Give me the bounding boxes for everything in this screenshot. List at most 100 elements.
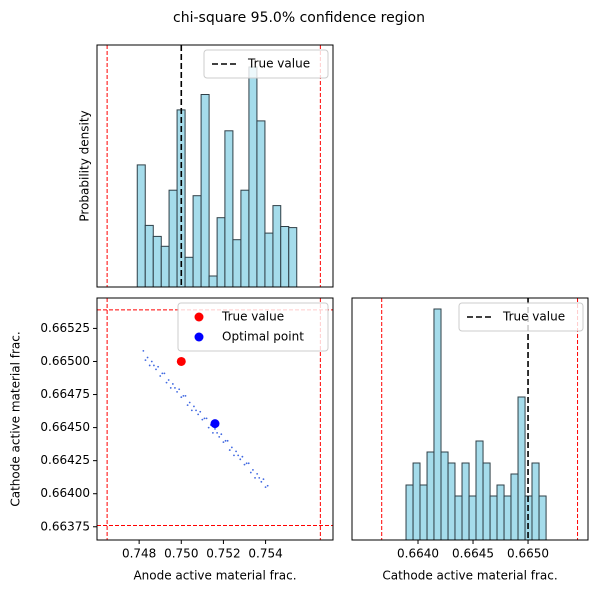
y-tick-label: 0.66400 <box>40 486 90 500</box>
figure-title: chi-square 95.0% confidence region <box>173 10 425 26</box>
y-tick-label: 0.66475 <box>40 387 90 401</box>
legend: True value <box>203 49 329 79</box>
histogram-bar <box>433 308 442 541</box>
cloud-point <box>262 478 265 481</box>
histogram-bar <box>538 495 547 541</box>
cloud-point <box>214 428 216 430</box>
histogram-bar <box>200 94 210 288</box>
x-axis-label: Cathode active material frac. <box>382 569 557 583</box>
cloud-point <box>230 446 233 449</box>
histogram-bar <box>136 164 146 288</box>
cloud-point <box>150 360 153 363</box>
cloud-point <box>203 417 206 420</box>
legend-box <box>458 302 584 332</box>
histogram-bar <box>412 462 421 541</box>
cloud-point <box>235 450 237 453</box>
marker <box>176 356 186 366</box>
cloud-point <box>188 401 191 404</box>
cloud-point <box>207 426 210 429</box>
cloud-point <box>258 476 261 479</box>
legend-swatch <box>194 332 204 342</box>
histogram-bar <box>216 217 226 288</box>
cloud-point <box>144 359 147 362</box>
histogram-bar <box>531 462 540 541</box>
cloud-point <box>239 458 242 461</box>
histogram-bar <box>152 235 162 288</box>
cloud-point <box>142 349 145 352</box>
histogram-bar <box>232 239 242 288</box>
cloud-point <box>155 368 157 371</box>
legend: True value <box>458 302 584 332</box>
cloud-point <box>161 372 164 375</box>
histogram-bar <box>192 195 202 288</box>
histogram-bar <box>168 189 178 288</box>
cloud-point <box>152 364 155 367</box>
y-tick-label: 0.66425 <box>40 453 90 467</box>
cloud-point <box>254 476 256 479</box>
cloud-point <box>167 379 170 381</box>
histogram-bar <box>426 451 435 541</box>
x-tick-label: 0.6640 <box>397 547 439 561</box>
legend-swatch <box>194 312 204 322</box>
cloud-point <box>266 484 269 487</box>
legend-label: True value <box>502 310 565 324</box>
cloud-point <box>165 381 168 384</box>
cloud-point <box>178 388 181 391</box>
y-tick-label: 0.66500 <box>40 354 90 368</box>
x-tick-label: 0.748 <box>122 547 156 561</box>
histogram-bar <box>184 256 194 288</box>
cloud-point <box>211 431 214 434</box>
legend-label: Optimal point <box>222 330 304 344</box>
cloud-point <box>180 396 183 399</box>
cloud-point <box>249 471 252 474</box>
cloud-point <box>148 364 151 367</box>
x-tick-label: 0.6645 <box>452 547 494 561</box>
legend-box <box>177 302 329 352</box>
y-tick-label: 0.66375 <box>40 519 90 533</box>
cloud-point <box>245 462 248 465</box>
cloud-point <box>256 472 259 475</box>
cloud-point <box>205 417 208 420</box>
cloud-point <box>184 394 187 397</box>
histogram-bar <box>440 451 449 541</box>
cloud-point <box>174 387 176 389</box>
histogram-bar <box>475 440 484 541</box>
histogram-bar <box>208 275 218 288</box>
legend: True value Optimal point <box>177 302 329 352</box>
histogram-bar <box>160 245 170 288</box>
axes-frame <box>351 297 589 541</box>
histogram-bar <box>405 484 414 541</box>
cloud-point <box>157 365 160 368</box>
cloud-point <box>252 469 254 471</box>
cloud-point <box>216 431 219 434</box>
panel: 0.748 0.750 0.752 0.754 0.66375 0.66400 0.6642… <box>9 297 334 583</box>
x-tick-label: 0.752 <box>206 547 240 561</box>
y-axis-label: Probability density <box>78 110 92 221</box>
x-axis-label: Anode active material frac. <box>133 569 296 583</box>
cloud-point <box>176 390 178 393</box>
histogram-bar <box>447 462 456 541</box>
x-tick-label: 0.754 <box>248 547 282 561</box>
histogram-bar <box>224 130 234 288</box>
histogram-bar <box>144 224 154 288</box>
cloud-point <box>171 383 174 385</box>
cloud-point <box>228 449 231 451</box>
cloud-point <box>163 372 166 375</box>
histogram-bar <box>489 495 498 541</box>
cloud-point <box>237 454 240 457</box>
cloud-point <box>241 455 244 458</box>
cloud-point <box>195 409 197 412</box>
cloud-point <box>247 462 250 465</box>
histogram-bar <box>468 495 477 541</box>
cloud-point <box>197 413 200 416</box>
legend-label: True value <box>247 57 310 71</box>
cloud-point <box>243 463 246 466</box>
cloud-point <box>220 433 223 436</box>
histogram-bar <box>510 473 519 541</box>
cloud-point <box>169 387 172 389</box>
marker <box>210 419 220 429</box>
cloud-point <box>222 441 225 444</box>
histogram-bar <box>419 484 428 541</box>
x-tick-label: 0.6650 <box>507 547 549 561</box>
